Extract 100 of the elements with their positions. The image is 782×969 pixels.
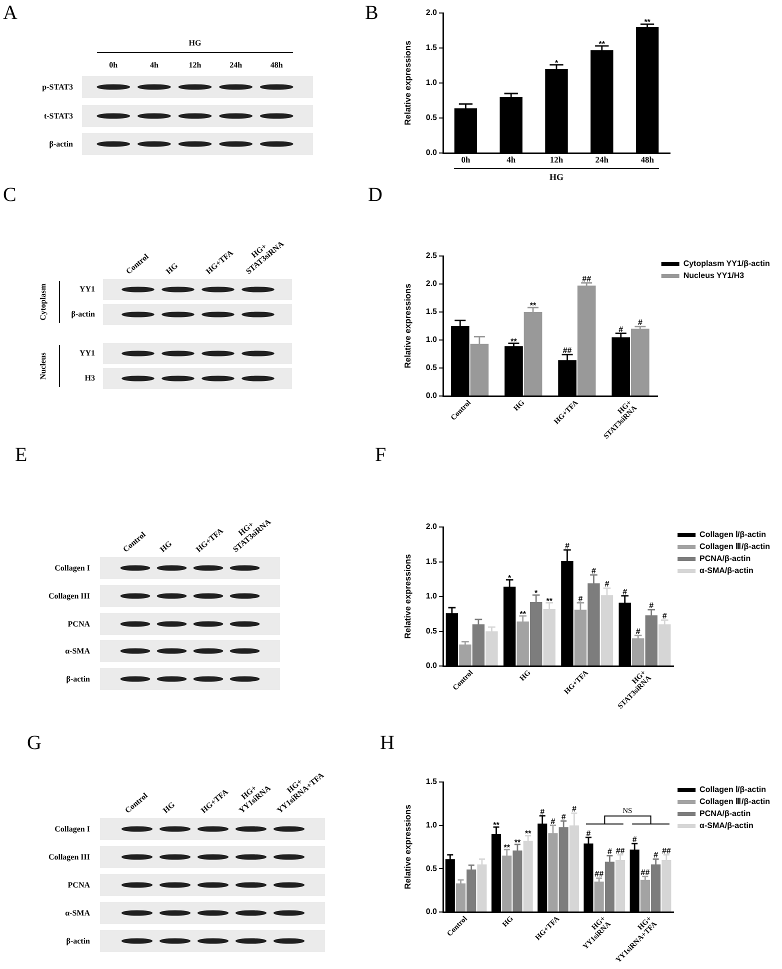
category-label: p-STAT3 bbox=[42, 82, 73, 92]
chart-title: B bbox=[365, 2, 378, 24]
data-label: # bbox=[649, 601, 654, 610]
category-label: Collagen III bbox=[48, 852, 90, 862]
y-tick-label: 0.5 bbox=[426, 864, 438, 873]
y-tick-label: 1.0 bbox=[426, 592, 438, 601]
data-label: # bbox=[638, 318, 643, 328]
category-label: β-actin bbox=[66, 936, 90, 946]
data-label: ** bbox=[546, 596, 554, 606]
legend-label: PCNA/β-actin bbox=[700, 554, 751, 564]
text: Cytoplasm bbox=[38, 283, 48, 320]
bar bbox=[459, 644, 472, 666]
legend-label: Collagen Ⅰ/β-actin bbox=[700, 785, 766, 794]
data-label: # bbox=[622, 587, 628, 596]
data-label: ## bbox=[582, 274, 592, 284]
text: C bbox=[3, 184, 16, 206]
category-label: HG bbox=[161, 800, 177, 815]
category-label: α-SMA bbox=[65, 908, 90, 918]
category-label: H3 bbox=[84, 374, 95, 382]
text: Nucleus bbox=[38, 352, 48, 380]
x-tick-label: 24h bbox=[595, 154, 609, 164]
x-tick-label: 4h bbox=[506, 154, 516, 164]
text: HG bbox=[188, 38, 202, 48]
data-label: # bbox=[592, 566, 596, 576]
category-label: YY1 bbox=[79, 284, 95, 294]
category-label: YY1 bbox=[79, 348, 95, 358]
data-label: ## bbox=[640, 868, 650, 877]
legend-label: Collagen Ⅰ/β-actin bbox=[700, 530, 766, 540]
text: A bbox=[3, 2, 18, 24]
x-axis-title: HG bbox=[549, 172, 564, 182]
y-tick-label: 2.0 bbox=[426, 279, 438, 288]
data-label: ** bbox=[644, 18, 652, 27]
data-label: ** bbox=[520, 609, 527, 618]
category-label: Collagen III bbox=[48, 591, 90, 600]
y-tick-label: 1.5 bbox=[426, 556, 438, 566]
data-label: # bbox=[578, 594, 584, 604]
data-label: ## bbox=[562, 346, 572, 356]
y-axis-title: Relative expressions bbox=[402, 554, 412, 639]
data-label: # bbox=[564, 541, 570, 550]
category-label: Collagen I bbox=[54, 824, 90, 834]
bar bbox=[632, 638, 644, 666]
y-tick-label: 0.0 bbox=[426, 661, 438, 670]
chart-title: F bbox=[375, 444, 386, 466]
y-tick-label: 1.5 bbox=[426, 777, 438, 786]
category-label: 48h bbox=[270, 60, 283, 70]
data-label: ## bbox=[616, 846, 626, 856]
legend-label: Nucleus YY1/H3 bbox=[683, 271, 745, 280]
legend-label: α-SMA/β-actin bbox=[700, 566, 754, 576]
text: G bbox=[27, 732, 42, 754]
y-tick-label: 1.0 bbox=[426, 820, 438, 830]
data-label: # bbox=[540, 807, 546, 816]
y-tick-label: 2.5 bbox=[426, 251, 438, 260]
data-label: # bbox=[604, 580, 610, 589]
y-tick-label: 0.0 bbox=[426, 391, 438, 400]
bar bbox=[631, 328, 650, 396]
x-tick-label: 0h bbox=[461, 154, 470, 164]
y-tick-label: 0.5 bbox=[426, 363, 438, 372]
x-tick-label: 12h bbox=[550, 154, 564, 164]
category-label: α-SMA bbox=[65, 646, 90, 656]
bar bbox=[640, 880, 650, 912]
y-tick-label: 0.0 bbox=[426, 907, 438, 916]
data-label: ## bbox=[662, 846, 672, 856]
y-tick-label: 0.0 bbox=[426, 148, 438, 158]
bar bbox=[456, 883, 466, 912]
y-tick-label: 0.5 bbox=[426, 626, 438, 636]
category-label: Collagen I bbox=[54, 564, 90, 572]
y-tick-label: 2.0 bbox=[426, 522, 438, 532]
data-label: ## bbox=[594, 870, 604, 879]
data-label: # bbox=[561, 812, 566, 822]
data-label: * bbox=[508, 573, 512, 582]
y-axis-title: Relative expressions bbox=[402, 804, 412, 890]
category-label: 12h bbox=[188, 60, 202, 70]
data-label: * bbox=[554, 58, 559, 68]
y-axis-title: Relative expressions bbox=[402, 283, 412, 368]
data-label: ** bbox=[504, 843, 511, 852]
bar bbox=[577, 286, 596, 396]
x-tick-label: 48h bbox=[640, 154, 654, 164]
category-label: HG bbox=[158, 539, 174, 554]
legend-label: Collagen Ⅲ/β-actin bbox=[700, 797, 770, 806]
data-label: * bbox=[534, 588, 539, 598]
data-label: ** bbox=[598, 39, 606, 48]
y-tick-label: 1.5 bbox=[426, 307, 438, 316]
legend-label: α-SMA/β-actin bbox=[700, 821, 754, 830]
chart-title: H bbox=[380, 732, 394, 754]
category-label: 4h bbox=[150, 60, 158, 70]
data-label: ** bbox=[510, 336, 518, 346]
data-label: ** bbox=[530, 301, 538, 310]
y-tick-label: 0.5 bbox=[426, 113, 438, 122]
category-label: β-actin bbox=[49, 140, 73, 148]
bar bbox=[594, 882, 604, 912]
data-label: # bbox=[572, 804, 577, 814]
data-label: # bbox=[586, 828, 592, 838]
data-label: # bbox=[550, 816, 556, 826]
category-label: β-actin bbox=[66, 674, 90, 684]
legend-label: PCNA/β-actin bbox=[700, 809, 751, 818]
data-label: # bbox=[636, 626, 641, 636]
data-label: # bbox=[662, 612, 668, 621]
category-label: PCNA bbox=[68, 880, 90, 890]
y-tick-label: 1.5 bbox=[426, 43, 438, 52]
legend-label: Collagen Ⅲ/β-actin bbox=[700, 542, 770, 552]
